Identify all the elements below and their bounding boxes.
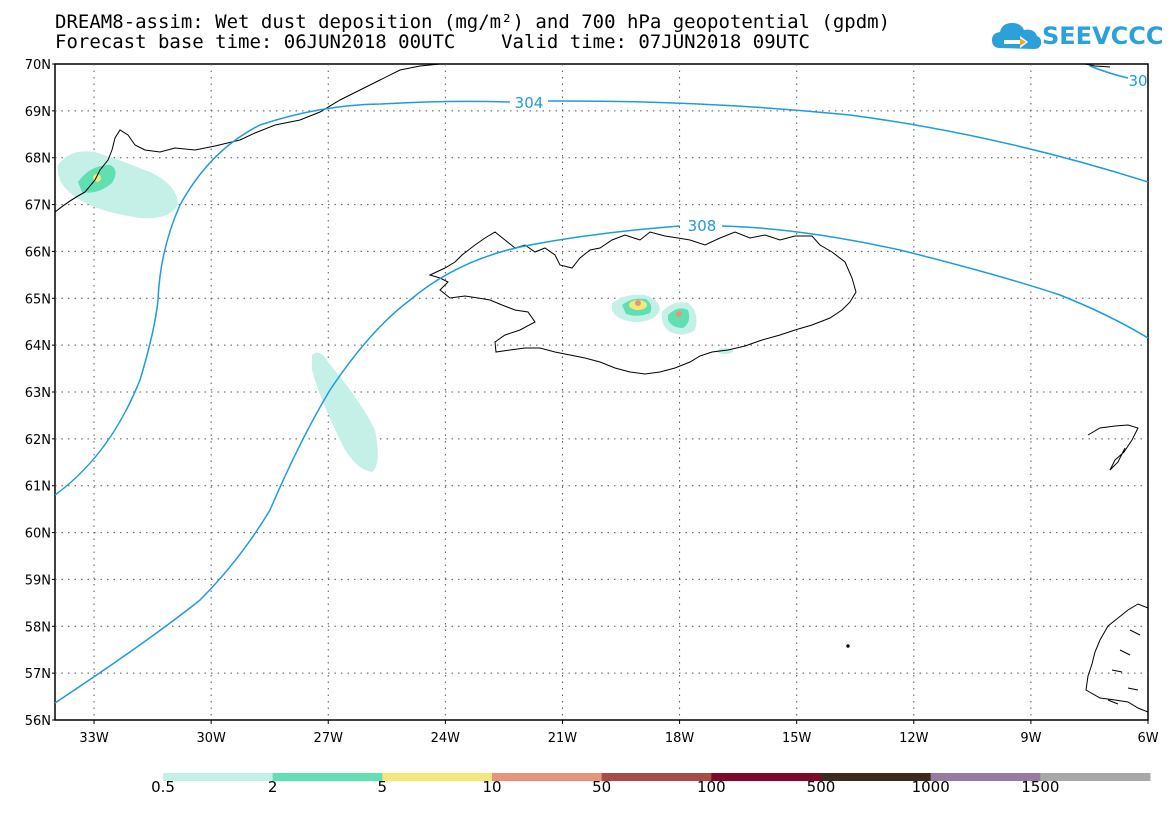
lon-label: 18W	[665, 731, 695, 746]
legend-label: 1500	[1021, 778, 1060, 796]
coastline-greenland-east	[1084, 63, 1111, 68]
lat-label: 60N	[25, 527, 51, 542]
lon-label: 12W	[899, 731, 929, 746]
chart-title-line1: DREAM8-assim: Wet dust deposition (mg/m²…	[55, 11, 891, 33]
lat-label: 67N	[25, 199, 51, 214]
lat-label: 56N	[25, 714, 51, 729]
latitude-labels: 70N 69N 68N 67N 66N 65N 64N 63N 62N 61N 60N 59N 58N 5…	[25, 58, 55, 729]
lon-label: 9W	[1020, 731, 1041, 746]
legend-label: 1000	[911, 778, 950, 796]
contour-label-304: 304	[515, 94, 544, 112]
coastline-scotland-islands	[1107, 629, 1141, 705]
cloud-icon	[992, 23, 1042, 49]
legend-swatch	[163, 773, 274, 781]
coastline-faroe	[1087, 424, 1139, 471]
island-rockall	[846, 644, 850, 648]
dust-field-iceland-west-peak	[635, 300, 641, 306]
legend-label: 500	[806, 778, 836, 796]
legend-label: 0.5	[151, 778, 175, 796]
legend-colorbar	[163, 773, 1151, 781]
contour-300	[1089, 65, 1129, 79]
seevccc-logo: SEEVCCC	[990, 18, 1164, 58]
lon-label: 30W	[196, 731, 226, 746]
legend-swatch	[1040, 773, 1151, 781]
legend-label: 100	[697, 778, 726, 796]
lon-label: 21W	[548, 731, 578, 746]
legend-label: 2	[267, 778, 278, 796]
contour-304	[54, 100, 1149, 496]
lat-label: 68N	[25, 152, 51, 167]
dust-deposition-fields	[57, 151, 733, 472]
logo-text: SEEVCCC	[1042, 22, 1164, 50]
lon-label: 15W	[782, 731, 812, 746]
lon-label: 33W	[79, 731, 109, 746]
lat-label: 66N	[25, 245, 51, 260]
geopotential-contours	[54, 65, 1149, 704]
legend-swatch	[930, 773, 1041, 781]
legend-swatch	[711, 773, 822, 781]
coastline-scotland	[1085, 603, 1149, 713]
legend-swatch	[821, 773, 932, 781]
legend-label: 50	[592, 778, 612, 796]
lat-label: 65N	[25, 292, 51, 307]
lon-label: 24W	[431, 731, 461, 746]
longitude-labels: 33W 30W 27W 24W 21W 18W 15W 12W 9W 6W	[79, 720, 1159, 746]
lat-label: 64N	[25, 339, 51, 354]
lat-label: 57N	[25, 667, 51, 682]
lat-label: 61N	[25, 480, 51, 495]
legend-swatch	[601, 773, 712, 781]
chart-title-line2: Forecast base time: 06JUN2018 00UTC Vali…	[55, 31, 810, 53]
dust-field-greenland	[57, 151, 178, 219]
legend-swatch	[382, 773, 493, 781]
lat-label: 69N	[25, 105, 51, 120]
lon-label: 27W	[314, 731, 344, 746]
contour-label-308: 308	[688, 217, 717, 235]
coastline-iceland	[428, 231, 857, 375]
legend-swatch	[272, 773, 383, 781]
coastlines	[54, 63, 1149, 713]
lon-label: 6W	[1137, 731, 1158, 746]
dust-field-atlantic	[312, 352, 378, 472]
legend-label: 10	[482, 778, 502, 796]
lat-label: 62N	[25, 433, 51, 448]
legend-label: 5	[377, 778, 388, 796]
dust-field-iceland-east-mid	[668, 308, 690, 328]
lat-label: 59N	[25, 573, 51, 588]
contour-308	[54, 225, 1149, 704]
dust-field-iceland-east-peak	[676, 311, 682, 317]
legend-swatch	[492, 773, 603, 781]
lat-label: 63N	[25, 386, 51, 401]
graticule	[55, 64, 1148, 720]
lat-label: 70N	[25, 58, 51, 73]
lat-label: 58N	[25, 620, 51, 635]
contour-label-300: 30	[1128, 72, 1147, 90]
